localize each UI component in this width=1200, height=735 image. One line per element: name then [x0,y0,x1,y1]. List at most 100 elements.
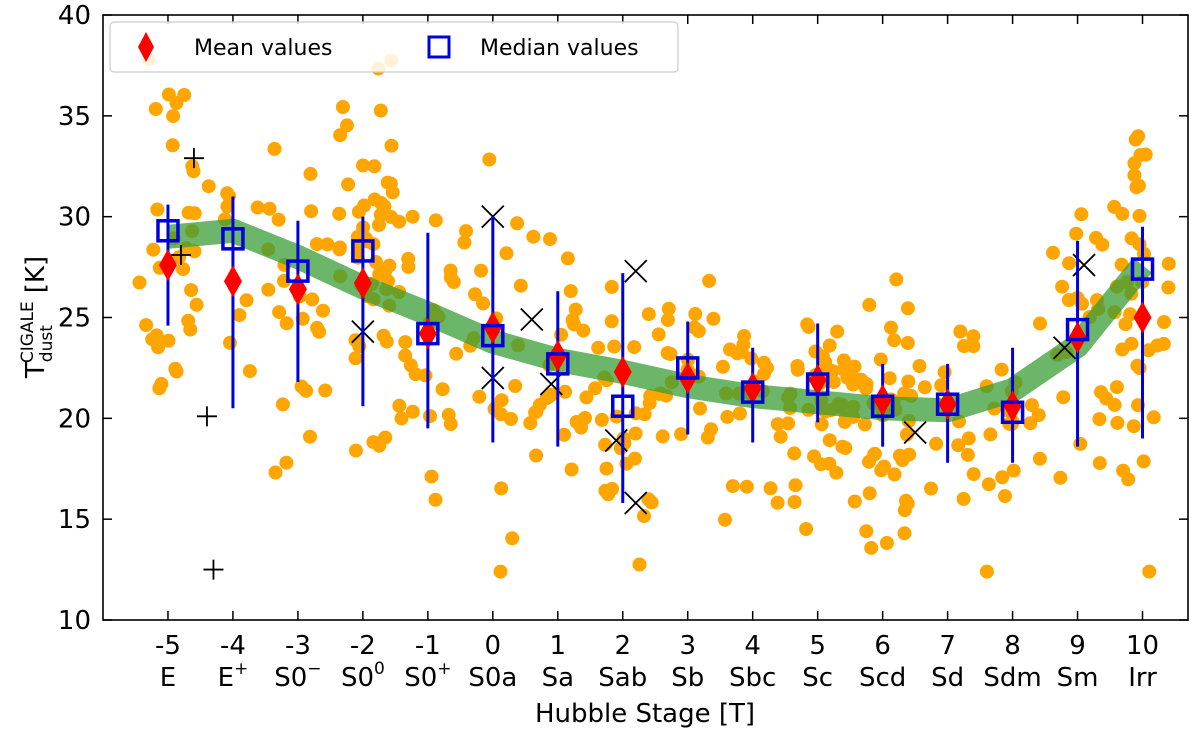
galaxy-point [628,426,643,441]
galaxy-point [641,307,656,322]
galaxy-point [1107,397,1122,412]
galaxy-point [335,100,350,114]
galaxy-point [1053,470,1068,485]
y-axis-title-sub: dust [37,325,57,362]
galaxy-point [604,279,619,294]
galaxy-point [385,185,400,200]
trend-band-layer [166,218,1152,423]
galaxy-point [272,305,287,320]
galaxy-point [829,465,844,480]
y-axis-title-sup: CIGALE [18,301,38,363]
galaxy-point [864,540,879,555]
galaxy-point [579,390,594,405]
galaxy-point [995,470,1010,485]
galaxy-point [184,283,199,298]
galaxy-point [1031,408,1046,423]
legend-box [109,21,679,73]
galaxy-point [720,409,735,424]
galaxy-point [599,461,614,476]
galaxy-point [356,158,370,173]
galaxy-point [924,481,938,496]
mean-marker [1133,301,1152,334]
x-tick-label: -4 [220,631,246,661]
galaxy-point [706,311,721,326]
galaxy-point [655,429,670,444]
x-stage-label: Sm [1057,663,1099,693]
galaxy-point [267,141,282,156]
y-tick-label: 10 [58,606,91,636]
y-tick-label: 30 [58,203,91,233]
median-marker [870,394,895,418]
galaxy-point [1092,456,1107,471]
galaxy-point [917,380,932,395]
galaxy-point [857,417,872,432]
galaxy-point [607,339,622,354]
plus-marker [196,406,217,427]
galaxy-point [494,481,509,496]
cross-marker [624,491,648,515]
galaxy-point [887,467,902,482]
galaxy-point [884,320,898,335]
galaxy-point [739,479,754,494]
legend-mean-label: Mean values [194,36,333,61]
galaxy-point [604,314,619,329]
galaxy-point [862,486,877,501]
galaxy-point [148,102,163,116]
galaxy-point [770,495,785,510]
galaxy-point [1131,129,1146,144]
galaxy-point [912,359,927,373]
galaxy-point [161,87,176,102]
galaxy-point [1127,168,1142,183]
galaxy-point [822,338,837,353]
galaxy-point [1127,156,1142,171]
x-stage-name: Irr [1128,663,1157,693]
x-stage-name: E [160,663,176,693]
x-stage-label: Scd [859,663,906,693]
x-tick-label: -3 [285,631,311,661]
galaxy-point [1073,436,1088,451]
galaxy-point [275,397,290,412]
galaxy-point [998,489,1012,504]
mean-marker [353,267,372,300]
galaxy-point [889,272,904,287]
galaxy-point [951,438,966,453]
galaxy-point [674,427,689,442]
galaxy-point [403,358,418,373]
galaxy-point [1046,245,1060,260]
x-stage-name: Sb [671,663,704,693]
galaxy-point [232,308,247,323]
galaxy-point [929,436,944,451]
galaxy-point [723,342,737,357]
x-stage-sup: + [234,659,248,679]
galaxy-point [310,320,325,335]
galaxy-point [983,427,998,442]
x-stage-label: Sdm [983,663,1041,693]
galaxy-point [435,382,450,397]
galaxy-point [790,359,805,373]
galaxy-point [588,381,603,396]
galaxy-point [961,431,976,446]
galaxy-point [187,206,202,221]
galaxy-point [1109,380,1124,395]
galaxy-point [220,199,235,214]
cross-marker [624,259,648,283]
galaxy-point [715,359,730,374]
x-stage-label: E+ [218,659,249,693]
galaxy-point [859,524,874,539]
galaxy-point [763,481,778,496]
x-stage-name: S0 [341,663,374,693]
galaxy-point [543,232,557,247]
galaxy-point [503,412,518,426]
galaxy-point [718,512,732,527]
x-stage-label: Sbc [729,663,776,693]
galaxy-point [165,138,180,153]
galaxy-point [161,333,176,348]
median-marker [611,394,635,418]
x-tick-label: 3 [679,631,696,661]
galaxy-point [262,201,277,216]
galaxy-point [957,339,971,353]
galaxy-point [384,138,399,153]
galaxy-point [378,430,393,445]
galaxy-point [189,297,204,312]
galaxy-point [1150,338,1165,353]
